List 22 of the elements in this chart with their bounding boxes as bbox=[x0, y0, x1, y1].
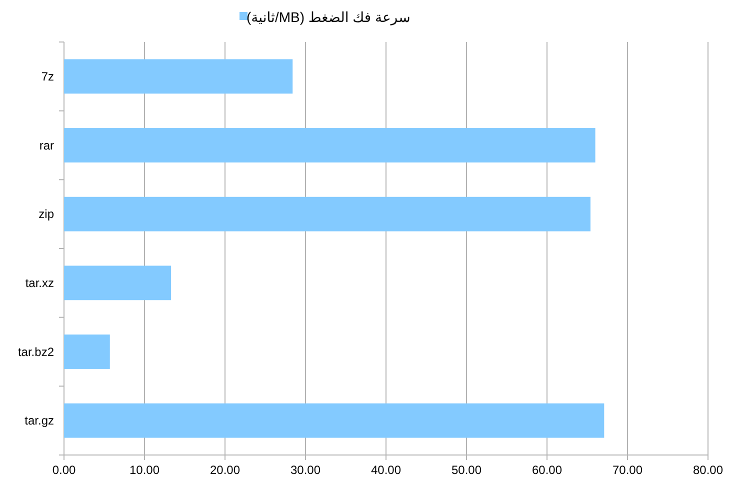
bar bbox=[64, 266, 172, 300]
y-tick-label: rar bbox=[39, 138, 54, 152]
y-tick-label: tar.xz bbox=[25, 276, 54, 290]
x-tick-label: 20.00 bbox=[210, 463, 240, 477]
bar bbox=[64, 59, 293, 94]
x-tick-label: 30.00 bbox=[290, 463, 321, 477]
y-tick-label: zip bbox=[38, 207, 54, 222]
x-tick-label: 80.00 bbox=[692, 463, 724, 477]
y-tick-label: tar.gz bbox=[24, 414, 54, 428]
bar bbox=[64, 128, 596, 162]
x-tick-label: 40.00 bbox=[370, 463, 402, 477]
y-tick-label: tar.bz2 bbox=[18, 344, 54, 359]
legend-label: سرعة فك الضغط (MB/ثانية) bbox=[246, 9, 410, 26]
x-tick-label: 0.00 bbox=[52, 463, 76, 477]
bar bbox=[64, 334, 110, 369]
x-tick-label: 10.00 bbox=[129, 463, 160, 477]
x-tick-label: 60.00 bbox=[532, 463, 562, 477]
x-tick-label: 50.00 bbox=[451, 463, 482, 477]
x-tick-label: 70.00 bbox=[612, 463, 643, 477]
bar bbox=[64, 196, 590, 232]
y-tick-label: 7z bbox=[41, 69, 54, 84]
bar bbox=[64, 403, 604, 438]
